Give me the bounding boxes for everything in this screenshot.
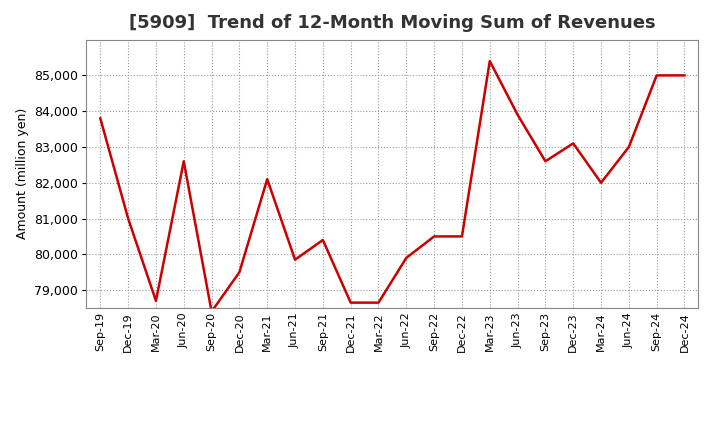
Title: [5909]  Trend of 12-Month Moving Sum of Revenues: [5909] Trend of 12-Month Moving Sum of R… [129, 15, 656, 33]
Y-axis label: Amount (million yen): Amount (million yen) [16, 108, 29, 239]
